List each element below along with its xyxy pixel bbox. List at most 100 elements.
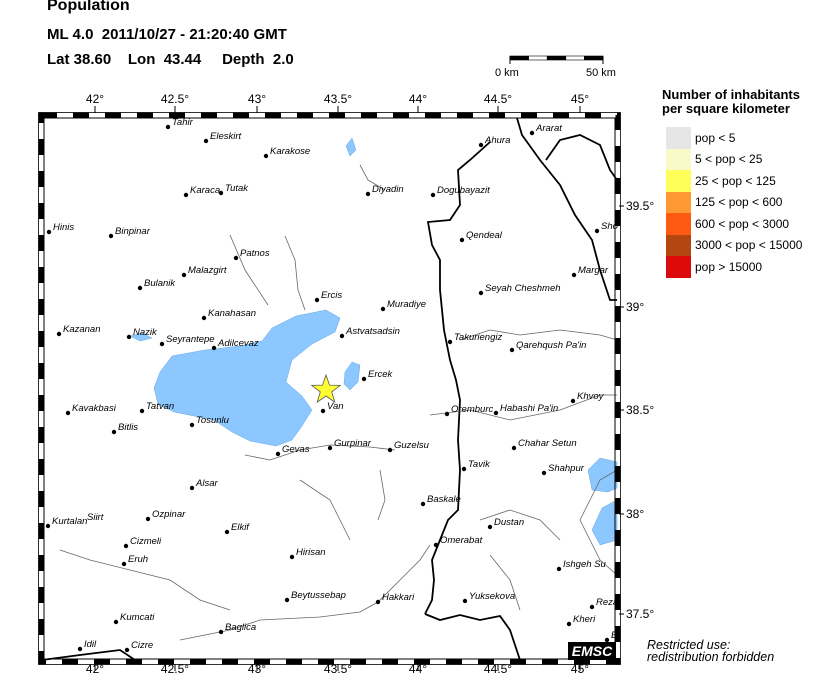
- borders: [41, 117, 618, 661]
- city-marker: Eleskirt: [203, 131, 242, 144]
- city-marker: Tutak: [218, 183, 249, 196]
- city-marker: Hirisan: [289, 547, 326, 560]
- city-dot: [387, 447, 393, 453]
- lake: [587, 457, 618, 493]
- city-marker: Muradiye: [380, 299, 426, 312]
- city-marker: Adilcevaz: [211, 338, 259, 351]
- city-dot: [233, 255, 239, 261]
- city-dot: [275, 451, 281, 457]
- city-label: Sho: [601, 221, 618, 232]
- cities-layer: Tahir Eleskirt Karakose Diyadin Dogubayazit A…: [45, 117, 618, 653]
- city-dot: [375, 599, 381, 605]
- legend-title-line1: Number of inhabitants: [662, 87, 800, 102]
- city-label: Chahar Setun: [518, 438, 577, 449]
- legend-label: 3000 < pop < 15000: [695, 238, 803, 253]
- city-label: Kavakbasi: [72, 403, 117, 414]
- city-label: Eleskirt: [210, 131, 242, 142]
- legend-label: pop < 5: [695, 130, 736, 145]
- frame-border: [38, 112, 621, 665]
- city-marker: Kazanan: [56, 324, 101, 337]
- city-dot: [201, 315, 207, 321]
- city-marker: Alsar: [189, 478, 218, 491]
- city-label: Cizre: [131, 640, 153, 651]
- river-or-province-line: [244, 444, 396, 461]
- city-label: Dogubayazit: [437, 185, 490, 196]
- city-label: Yuksekova: [469, 591, 515, 602]
- city-marker: Seyrantepe: [159, 334, 215, 347]
- city-label: Kanahasan: [208, 308, 256, 319]
- city-label: Omerabat: [440, 535, 483, 546]
- city-label: Karakose: [270, 146, 310, 157]
- city-label: Cizmeli: [130, 536, 162, 547]
- city-dot: [447, 339, 453, 345]
- city-dot: [320, 408, 326, 414]
- city-label: Qarehqush Pa'in: [516, 340, 586, 351]
- country-border: [516, 117, 617, 301]
- city-dot: [339, 333, 345, 339]
- city-label: Margar: [578, 265, 609, 276]
- city-label: Kurtalan: [52, 516, 87, 527]
- city-dot: [218, 629, 224, 635]
- legend-label: 125 < pop < 600: [695, 195, 783, 210]
- city-label: Ercis: [321, 290, 342, 301]
- city-marker: Hinis: [46, 222, 74, 235]
- city-label: Hirisan: [296, 547, 326, 558]
- city-dot: [123, 543, 129, 549]
- scale-segment: [584, 55, 604, 61]
- city-marker: Ercek: [361, 369, 394, 382]
- city-marker: Diyadin: [365, 184, 404, 197]
- city-label: Dustan: [494, 517, 524, 528]
- country-border: [424, 613, 521, 661]
- city-marker: Margar: [571, 265, 609, 278]
- country-border: [41, 649, 136, 661]
- city-dot: [361, 376, 367, 382]
- city-dot: [45, 523, 51, 529]
- city-marker: Chahar Setun: [511, 438, 577, 451]
- city-dot: [124, 647, 130, 653]
- map-title: Population: [47, 0, 130, 14]
- legend-swatch: [666, 148, 691, 170]
- city-marker: Dustan: [487, 517, 524, 530]
- epicenter-star-icon: [310, 373, 342, 404]
- lat-label: 39°: [626, 300, 644, 314]
- city-label: Idil: [84, 639, 97, 650]
- city-dot: [189, 485, 195, 491]
- city-label: Shahpur: [548, 463, 585, 474]
- legend-label: 5 < pop < 25: [695, 152, 763, 167]
- city-label: Patnos: [240, 248, 270, 259]
- city-dot: [462, 598, 468, 604]
- city-marker: Kumcati: [113, 612, 155, 625]
- city-label: Baglica: [225, 622, 256, 633]
- city-label: Tutak: [225, 183, 249, 194]
- city-marker: Cizmeli: [123, 536, 162, 549]
- lat-label: 39.5°: [626, 199, 654, 213]
- city-label: Tahir: [172, 117, 194, 128]
- lake: [153, 309, 341, 447]
- city-label: Kazanan: [63, 324, 101, 335]
- city-marker: Binpinar: [108, 226, 151, 239]
- city-marker: Ahura: [478, 135, 510, 148]
- lake: [343, 361, 361, 391]
- scale-bar: [509, 55, 604, 64]
- city-marker: Oremburc: [444, 404, 493, 417]
- lat-label: 38.5°: [626, 403, 654, 417]
- lat-label: 38°: [626, 507, 644, 521]
- lake: [591, 499, 618, 546]
- river-or-province-line: [489, 554, 521, 611]
- city-dot: [327, 445, 333, 451]
- city-label: Tatvan: [146, 401, 174, 412]
- city-dot: [570, 398, 576, 404]
- city-label: Seyrantepe: [166, 334, 215, 345]
- city-dot: [183, 192, 189, 198]
- country-border: [545, 134, 618, 181]
- city-dot: [594, 228, 600, 234]
- city-marker: Reza: [589, 597, 618, 610]
- city-dot: [487, 524, 493, 530]
- restricted-notice: Restricted use: redistribution forbidden: [647, 639, 774, 664]
- city-label: Khvoy: [577, 391, 605, 402]
- city-marker: Kurtalan: [45, 516, 87, 529]
- city-dot: [571, 272, 577, 278]
- city-marker: Hakkari: [375, 592, 415, 605]
- city-label: Malazgirt: [188, 265, 227, 276]
- city-marker: Takuriengiz: [447, 332, 502, 345]
